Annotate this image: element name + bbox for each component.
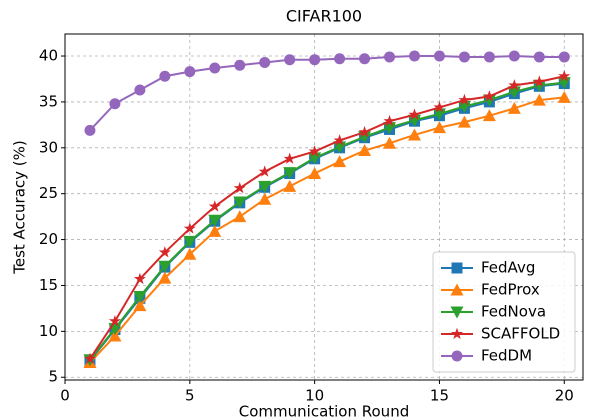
marker <box>108 314 121 327</box>
marker <box>183 247 197 260</box>
marker <box>358 144 372 157</box>
marker <box>333 134 346 146</box>
marker <box>483 51 495 63</box>
marker <box>359 53 371 65</box>
y-axis-label: Test Accuracy (%) <box>11 140 29 275</box>
chart-title: CIFAR100 <box>286 7 362 26</box>
marker <box>308 167 322 180</box>
marker <box>483 90 496 102</box>
y-tick-label: 10 <box>39 322 58 340</box>
marker <box>233 196 247 209</box>
legend-label: FedAvg <box>481 259 535 277</box>
marker <box>233 210 247 223</box>
marker <box>183 235 197 248</box>
legend: FedAvg FedProx FedNova SCAFFOLD FedDM <box>432 251 576 373</box>
legend-marker <box>451 262 463 274</box>
marker <box>457 115 471 128</box>
marker <box>358 125 371 138</box>
marker <box>308 145 321 157</box>
legend-label: FedNova <box>481 303 546 321</box>
marker <box>558 51 570 63</box>
legend-marker <box>450 327 464 340</box>
y-tick-label: 30 <box>39 138 58 156</box>
series-line <box>89 96 565 364</box>
legend-marker <box>450 283 464 296</box>
marker <box>333 155 347 168</box>
marker <box>383 136 397 149</box>
marker <box>433 50 445 62</box>
marker <box>309 54 321 66</box>
marker <box>482 109 496 122</box>
marker <box>284 54 296 66</box>
y-tick-label: 20 <box>39 230 58 248</box>
marker <box>233 181 246 194</box>
marker <box>533 75 546 87</box>
legend-marker <box>450 306 464 319</box>
y-tick-label: 25 <box>39 184 58 202</box>
x-tick-label: 0 <box>60 387 70 405</box>
marker <box>133 290 147 303</box>
marker <box>283 152 296 164</box>
marker <box>108 329 122 342</box>
marker <box>458 51 470 63</box>
marker <box>408 108 421 120</box>
x-axis-label: Communication Round <box>239 403 409 419</box>
marker <box>258 180 272 193</box>
legend-label: SCAFFOLD <box>481 325 560 343</box>
marker <box>407 114 421 127</box>
marker <box>334 53 346 65</box>
marker <box>234 59 246 71</box>
plot-frame <box>64 33 584 381</box>
marker <box>159 70 171 82</box>
marker <box>384 51 396 63</box>
y-tick-label: 5 <box>48 368 58 386</box>
marker <box>259 56 271 68</box>
marker <box>507 101 521 114</box>
marker <box>407 128 421 141</box>
marker <box>433 101 446 113</box>
legend-label: FedProx <box>481 281 540 299</box>
marker <box>558 69 571 82</box>
marker <box>533 51 545 63</box>
marker <box>83 352 96 365</box>
legend-marker <box>451 350 463 362</box>
y-tick-label: 35 <box>39 92 58 110</box>
marker <box>158 246 171 258</box>
marker <box>283 179 297 192</box>
x-tick-label: 5 <box>185 387 195 405</box>
x-tick-label: 10 <box>305 387 324 405</box>
marker <box>432 121 446 134</box>
marker <box>258 192 272 205</box>
marker <box>133 299 147 312</box>
legend-box <box>432 251 576 373</box>
marker <box>283 167 297 180</box>
legend-label: FedDM <box>481 347 532 365</box>
marker <box>184 66 196 78</box>
marker <box>84 124 96 136</box>
y-tick-label: 40 <box>39 47 58 65</box>
marker <box>508 50 520 62</box>
x-tick-label: 20 <box>555 387 574 405</box>
series-line <box>89 75 565 360</box>
marker <box>208 224 222 237</box>
marker <box>158 271 172 284</box>
marker <box>209 62 221 74</box>
marker <box>532 93 546 106</box>
marker <box>508 79 521 91</box>
marker <box>208 214 222 227</box>
marker <box>134 84 146 96</box>
x-tick-label: 15 <box>430 387 449 405</box>
marker <box>408 50 420 62</box>
marker <box>133 272 146 285</box>
marker <box>383 114 396 127</box>
y-tick-label: 15 <box>39 276 58 294</box>
marker <box>183 222 196 234</box>
marker <box>208 200 221 212</box>
marker <box>557 90 571 103</box>
marker <box>458 93 471 106</box>
marker <box>158 260 172 273</box>
marker <box>109 98 121 110</box>
marker <box>258 165 271 177</box>
